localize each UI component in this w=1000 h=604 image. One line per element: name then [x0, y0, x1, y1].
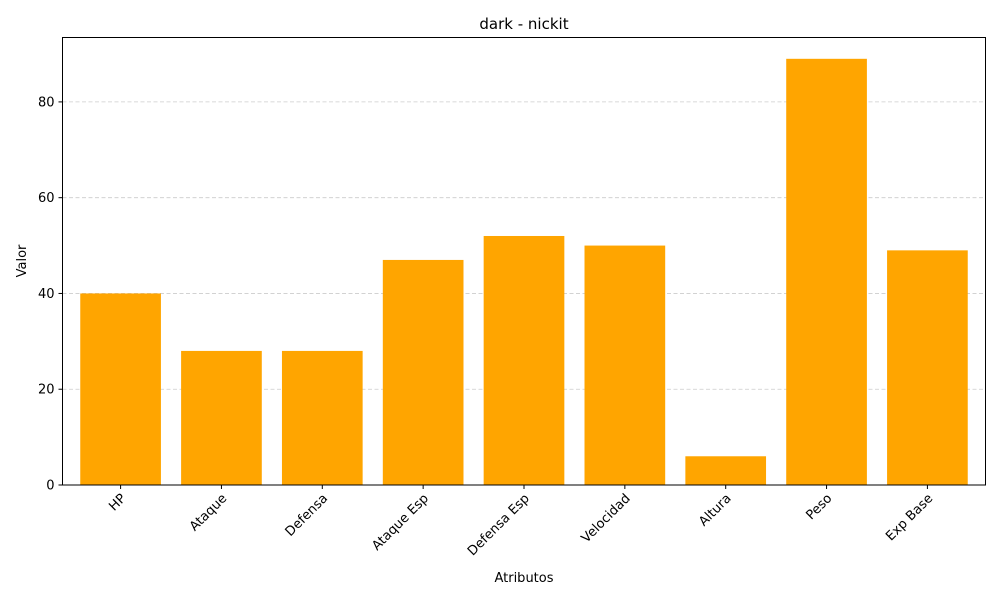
bar-velocidad — [584, 245, 666, 485]
y-tick-label: 0 — [46, 479, 54, 494]
x-axis-ticks: HP Ataque Defensa Ataque Esp Defensa Esp Velo… — [106, 485, 936, 559]
x-tick-label: Altura — [696, 491, 734, 529]
x-tick-label: Velocidad — [579, 491, 634, 546]
x-tick-label: Exp Base — [883, 491, 936, 544]
bar-ataque — [181, 350, 262, 485]
bar-ataque-esp — [382, 259, 464, 485]
x-tick-label: Ataque — [187, 491, 230, 534]
y-axis-ticks: 0 20 40 60 80 — [38, 95, 63, 494]
bar-defensa — [281, 350, 363, 485]
y-tick-label: 80 — [38, 95, 55, 110]
bar-hp — [80, 293, 161, 485]
y-tick-label: 60 — [38, 191, 55, 206]
bar-exp-base — [887, 250, 968, 485]
bar-defensa-esp — [483, 235, 565, 485]
x-axis-label: Atributos — [494, 571, 553, 586]
x-tick-label: HP — [106, 491, 129, 514]
x-tick-label: Ataque Esp — [369, 491, 432, 554]
bar-altura — [685, 456, 767, 485]
bar-peso — [786, 58, 867, 486]
y-axis-label: Valor — [15, 244, 30, 277]
x-tick-label: Defensa — [283, 491, 331, 539]
x-tick-label: Defensa Esp — [465, 491, 533, 559]
y-tick-label: 40 — [38, 287, 55, 302]
bars-layer — [80, 58, 968, 486]
x-tick-label: Peso — [803, 491, 835, 523]
chart-title: dark - nickit — [479, 15, 568, 33]
y-tick-label: 20 — [38, 383, 55, 398]
